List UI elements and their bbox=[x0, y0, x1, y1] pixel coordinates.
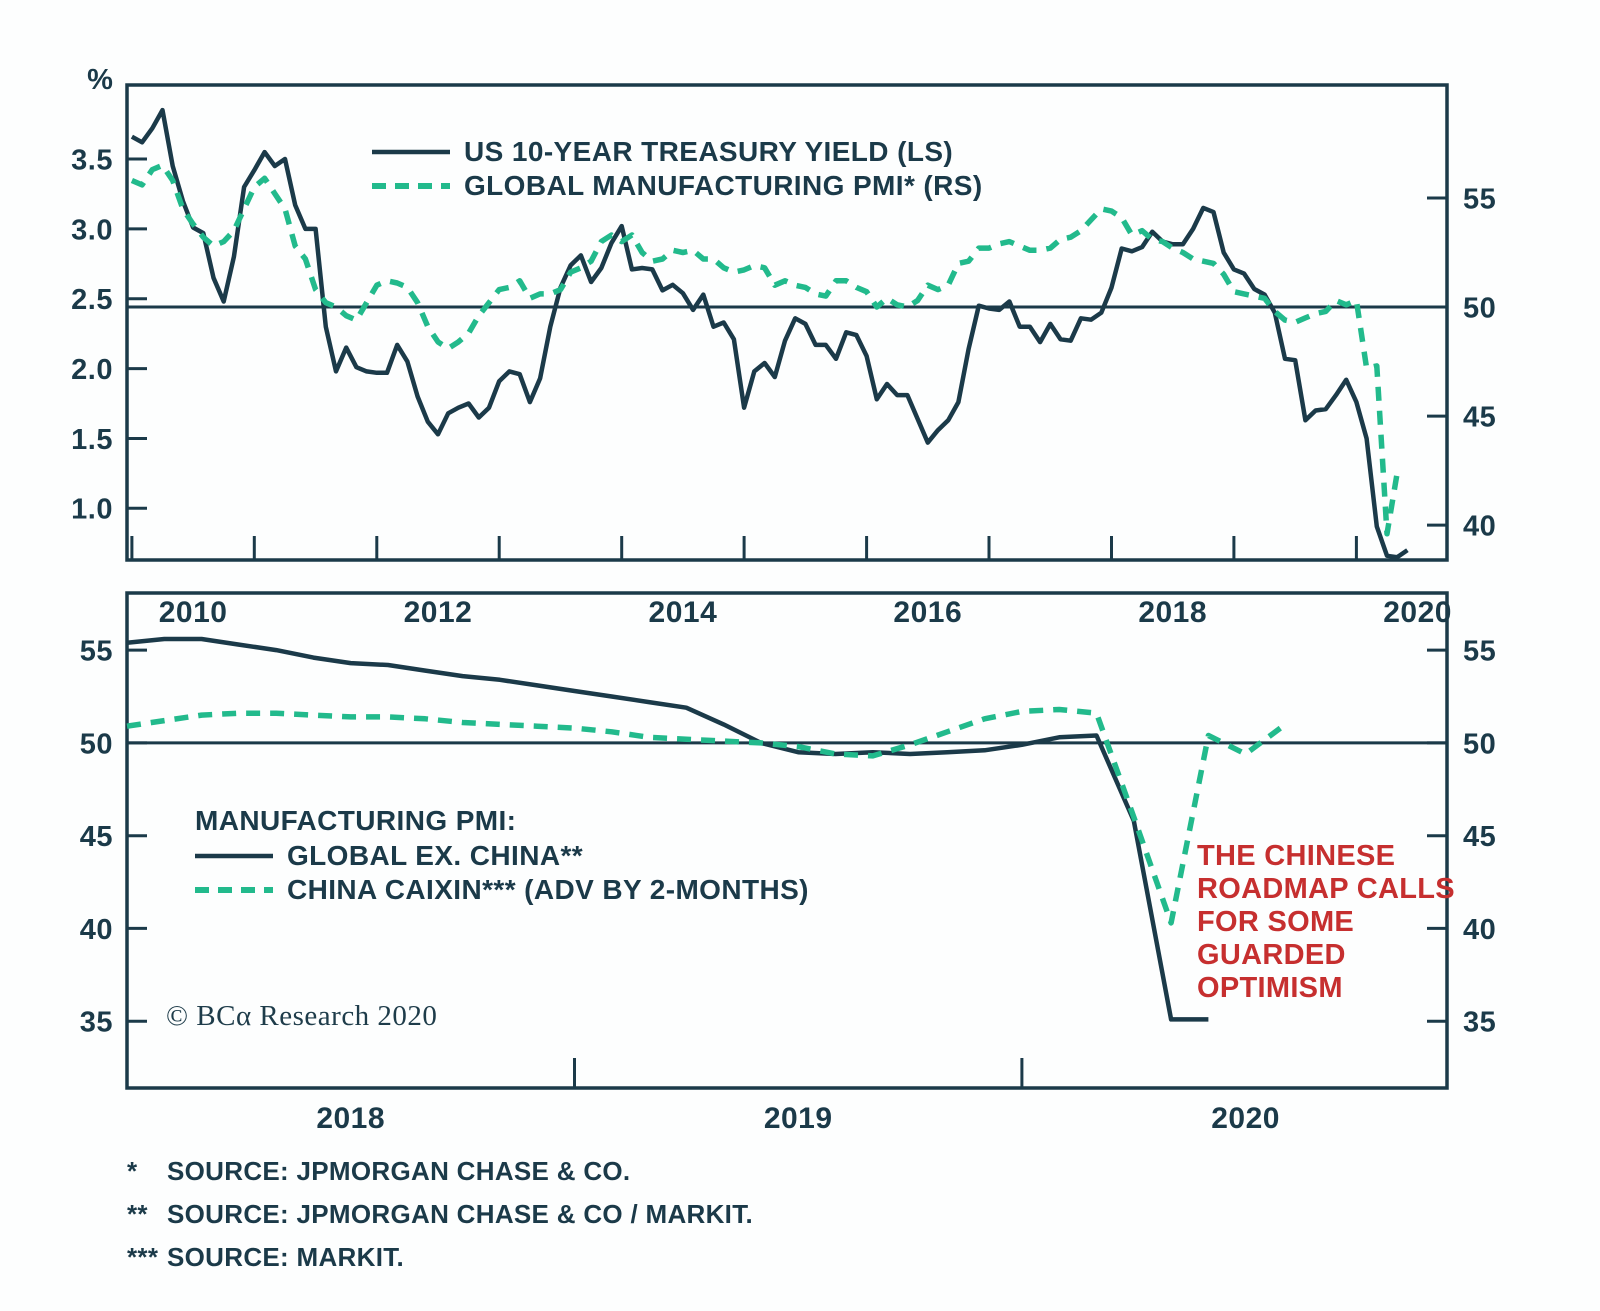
series-line-solid-bottom bbox=[126, 636, 1209, 1022]
chinese-roadmap-annotation: THE CHINESE ROADMAP CALLS FOR SOME GUARD… bbox=[1197, 840, 1457, 1005]
annotation-line: GUARDED bbox=[1197, 939, 1346, 971]
legend-bottom-panel: MANUFACTURING PMI: GLOBAL EX. CHINA** CH… bbox=[195, 803, 809, 907]
series-line-dashed-bottom bbox=[126, 706, 1285, 926]
footnote-row: * SOURCE: JPMORGAN CHASE & CO. bbox=[127, 1150, 753, 1193]
x-axis-label-top: 2012 bbox=[404, 596, 473, 629]
left-tick-label-bottom: 40 bbox=[80, 914, 113, 946]
left-tick-label-bottom: 50 bbox=[80, 728, 113, 760]
x-axis-label-top: 2014 bbox=[649, 596, 718, 629]
left-tick-label-bottom: 55 bbox=[80, 636, 113, 668]
footnote-mark: ** bbox=[127, 1199, 148, 1229]
footnote-row: *** SOURCE: MARKIT. bbox=[127, 1236, 753, 1279]
left-tick-label-top: 3.0 bbox=[71, 214, 113, 246]
left-tick-label-top: 1.5 bbox=[71, 424, 113, 456]
right-tick-label-top: 50 bbox=[1463, 292, 1496, 324]
series-line-solid-top bbox=[130, 107, 1409, 560]
solid-line-swatch-icon bbox=[372, 149, 450, 155]
x-axis-label-top: 2020 bbox=[1383, 596, 1452, 629]
series-line-dashed-top bbox=[130, 162, 1400, 537]
right-tick-label-bottom: 50 bbox=[1463, 728, 1496, 760]
x-axis-label-top: 2010 bbox=[159, 596, 228, 629]
right-tick-label-bottom: 35 bbox=[1463, 1007, 1496, 1039]
footnote-text: SOURCE: MARKIT. bbox=[167, 1242, 405, 1272]
panel-frame-top bbox=[125, 83, 1449, 562]
right-tick-label-bottom: 40 bbox=[1463, 914, 1496, 946]
legend-item-global-pmi: GLOBAL MANUFACTURING PMI* (RS) bbox=[372, 169, 983, 203]
right-tick-label-top: 45 bbox=[1463, 402, 1496, 434]
x-axis-label-top: 2016 bbox=[893, 596, 962, 629]
annotation-line: ROADMAP CALLS bbox=[1197, 873, 1455, 905]
right-tick-label-bottom: 45 bbox=[1463, 821, 1496, 853]
legend-item-treasury: US 10-YEAR TREASURY YIELD (LS) bbox=[372, 135, 983, 169]
source-footnotes: * SOURCE: JPMORGAN CHASE & CO. ** SOURCE… bbox=[127, 1150, 753, 1279]
left-tick-label-bottom: 45 bbox=[80, 821, 113, 853]
x-axis-label-top: 2018 bbox=[1138, 596, 1207, 629]
footnote-mark: * bbox=[127, 1156, 138, 1186]
legend-title: MANUFACTURING PMI: bbox=[195, 805, 517, 836]
legend-item-global-ex-china: GLOBAL EX. CHINA** bbox=[195, 839, 809, 873]
dashed-line-swatch-icon bbox=[195, 887, 273, 893]
x-axis-label-bottom: 2019 bbox=[764, 1102, 833, 1135]
dashed-line-swatch-icon bbox=[372, 183, 450, 189]
footnote-text: SOURCE: JPMORGAN CHASE & CO. bbox=[167, 1156, 631, 1186]
right-tick-label-bottom: 55 bbox=[1463, 636, 1496, 668]
legend-label-china-caixin: CHINA CAIXIN*** (ADV BY 2-MONTHS) bbox=[287, 874, 809, 905]
footnote-row: ** SOURCE: JPMORGAN CHASE & CO / MARKIT. bbox=[127, 1193, 753, 1236]
panel-frame-bottom bbox=[125, 591, 1449, 1090]
bca-research-copyright: © BCα Research 2020 bbox=[166, 1000, 438, 1032]
left-tick-label-top: 1.0 bbox=[71, 494, 113, 526]
legend-label-global-pmi: GLOBAL MANUFACTURING PMI* (RS) bbox=[464, 170, 983, 201]
left-tick-label-top: 3.5 bbox=[71, 144, 113, 176]
right-tick-label-top: 40 bbox=[1463, 511, 1496, 543]
annotation-line: THE CHINESE bbox=[1197, 840, 1396, 872]
right-tick-label-top: 55 bbox=[1463, 183, 1496, 215]
solid-line-swatch-icon bbox=[195, 853, 273, 859]
legend-top-panel: US 10-YEAR TREASURY YIELD (LS) GLOBAL MA… bbox=[372, 135, 983, 203]
footnote-mark: *** bbox=[127, 1242, 159, 1272]
legend-item-china-caixin: CHINA CAIXIN*** (ADV BY 2-MONTHS) bbox=[195, 873, 809, 907]
left-tick-label-top: 2.5 bbox=[71, 284, 113, 316]
annotation-line: OPTIMISM bbox=[1197, 972, 1343, 1004]
annotation-line: FOR SOME bbox=[1197, 906, 1355, 938]
footnote-text: SOURCE: JPMORGAN CHASE & CO / MARKIT. bbox=[167, 1199, 754, 1229]
left-axis-unit-label: % bbox=[87, 64, 113, 96]
legend-label-treasury: US 10-YEAR TREASURY YIELD (LS) bbox=[464, 136, 954, 167]
left-tick-label-top: 2.0 bbox=[71, 354, 113, 386]
x-axis-label-bottom: 2018 bbox=[316, 1102, 385, 1135]
left-tick-label-bottom: 35 bbox=[80, 1007, 113, 1039]
legend-label-global-ex-china: GLOBAL EX. CHINA** bbox=[287, 840, 584, 871]
x-axis-label-bottom: 2020 bbox=[1211, 1102, 1280, 1135]
